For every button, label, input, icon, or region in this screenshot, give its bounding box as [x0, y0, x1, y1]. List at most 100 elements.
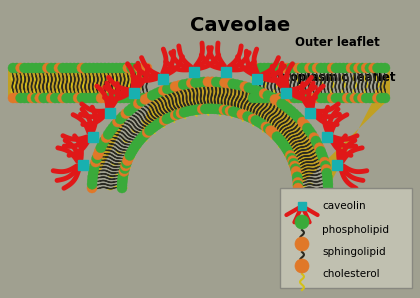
Circle shape: [339, 63, 349, 73]
Circle shape: [251, 115, 261, 125]
Circle shape: [266, 92, 276, 102]
Circle shape: [312, 139, 323, 149]
Circle shape: [259, 89, 269, 99]
Circle shape: [295, 259, 309, 273]
Circle shape: [96, 143, 106, 153]
Circle shape: [207, 104, 217, 114]
Circle shape: [263, 124, 273, 134]
Circle shape: [376, 63, 386, 73]
Circle shape: [213, 104, 223, 114]
Circle shape: [224, 78, 234, 88]
Circle shape: [312, 93, 322, 103]
Circle shape: [182, 79, 192, 89]
Circle shape: [87, 183, 97, 193]
Circle shape: [200, 104, 210, 114]
Circle shape: [58, 63, 68, 73]
Circle shape: [263, 93, 273, 103]
Circle shape: [117, 180, 127, 190]
Circle shape: [286, 153, 297, 163]
Circle shape: [92, 153, 102, 163]
Circle shape: [295, 114, 305, 124]
Circle shape: [308, 93, 318, 103]
Circle shape: [323, 176, 333, 186]
Circle shape: [113, 117, 123, 127]
Circle shape: [12, 63, 22, 73]
Circle shape: [259, 63, 269, 73]
Circle shape: [253, 117, 263, 127]
Circle shape: [291, 166, 301, 176]
Circle shape: [42, 63, 52, 73]
Circle shape: [118, 169, 129, 179]
Circle shape: [118, 111, 128, 121]
Circle shape: [115, 93, 125, 103]
Circle shape: [110, 120, 120, 130]
Circle shape: [50, 93, 60, 103]
Circle shape: [46, 63, 56, 73]
Circle shape: [104, 63, 114, 73]
Circle shape: [317, 150, 327, 160]
Circle shape: [320, 157, 329, 167]
Circle shape: [339, 93, 349, 103]
Circle shape: [108, 63, 118, 73]
Text: cholesterol: cholesterol: [322, 269, 380, 279]
Circle shape: [335, 63, 345, 73]
Circle shape: [92, 63, 102, 73]
Circle shape: [128, 145, 137, 156]
Circle shape: [96, 63, 106, 73]
Circle shape: [335, 93, 345, 103]
Circle shape: [270, 94, 280, 104]
Circle shape: [93, 150, 103, 160]
Circle shape: [152, 120, 162, 130]
Circle shape: [188, 105, 198, 115]
Circle shape: [369, 93, 379, 103]
Circle shape: [199, 77, 209, 87]
Circle shape: [283, 103, 293, 114]
Circle shape: [245, 113, 255, 122]
Circle shape: [147, 90, 157, 100]
Circle shape: [284, 148, 294, 158]
Circle shape: [119, 63, 129, 73]
Circle shape: [119, 93, 129, 103]
Circle shape: [288, 156, 298, 166]
Circle shape: [236, 80, 246, 91]
Circle shape: [54, 93, 64, 103]
Circle shape: [165, 113, 175, 122]
Circle shape: [225, 106, 235, 116]
Circle shape: [316, 146, 326, 156]
Circle shape: [185, 106, 195, 116]
Circle shape: [211, 77, 221, 87]
Circle shape: [88, 63, 98, 73]
Circle shape: [31, 93, 41, 103]
Circle shape: [149, 122, 159, 132]
Circle shape: [293, 63, 303, 73]
Circle shape: [121, 161, 131, 171]
Circle shape: [286, 106, 296, 116]
Circle shape: [215, 77, 226, 87]
Circle shape: [170, 82, 180, 91]
Circle shape: [222, 105, 232, 115]
Circle shape: [365, 93, 375, 103]
Bar: [129, 88, 139, 98]
Circle shape: [320, 161, 331, 171]
Circle shape: [122, 156, 132, 166]
Bar: [281, 88, 291, 98]
Circle shape: [154, 118, 164, 128]
Circle shape: [117, 183, 127, 193]
Circle shape: [320, 93, 330, 103]
Circle shape: [322, 172, 332, 182]
Circle shape: [62, 63, 71, 73]
Text: Caveolae: Caveolae: [190, 16, 290, 35]
Bar: [88, 132, 98, 142]
Circle shape: [255, 93, 265, 103]
Circle shape: [197, 104, 207, 114]
Circle shape: [261, 122, 271, 132]
Circle shape: [240, 110, 250, 120]
Circle shape: [108, 123, 118, 133]
Circle shape: [16, 63, 26, 73]
Circle shape: [289, 63, 299, 73]
Circle shape: [291, 169, 302, 179]
Circle shape: [357, 93, 368, 103]
Circle shape: [279, 141, 289, 150]
Text: caveolin: caveolin: [322, 201, 366, 211]
Circle shape: [207, 77, 217, 87]
